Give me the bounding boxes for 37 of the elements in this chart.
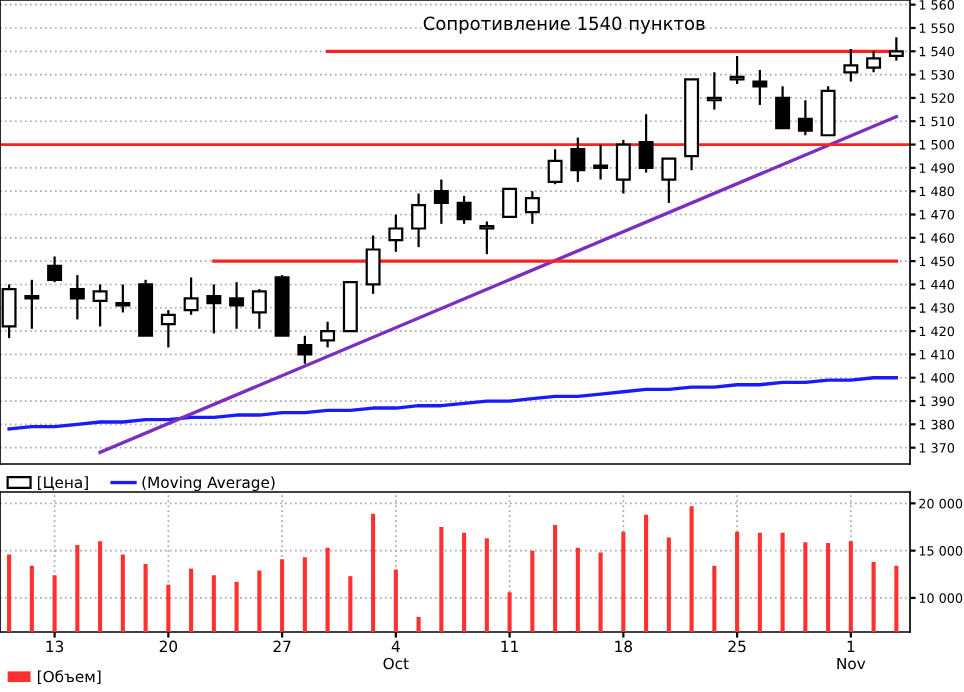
candlestick (69, 274, 85, 321)
candlestick (206, 283, 222, 335)
candlestick (320, 320, 336, 349)
annotation: Сопротивление 1540 пунктов (423, 16, 705, 34)
line-series (7, 376, 899, 431)
candlestick (547, 148, 563, 186)
candlestick (729, 54, 745, 86)
candlestick (570, 136, 586, 183)
candlestick (820, 85, 836, 137)
candlestick (297, 334, 313, 365)
candlestick (24, 278, 40, 330)
candlestick (433, 178, 449, 225)
candlestick (47, 255, 63, 284)
candlestick (502, 187, 518, 218)
candlestick (365, 234, 381, 295)
candlestick (593, 143, 609, 181)
candlestick (251, 288, 267, 330)
candlestick (615, 138, 631, 195)
candlestick (888, 36, 904, 62)
candlestick (160, 309, 176, 349)
candlestick (524, 190, 540, 225)
candlestick (183, 276, 199, 316)
candlestick (661, 157, 677, 204)
candlestick (638, 113, 654, 174)
candlestick (388, 213, 404, 253)
candlestick (797, 99, 813, 137)
candlestick (456, 194, 472, 225)
candlestick (92, 283, 108, 328)
candlestick (752, 68, 768, 107)
candlestick (115, 283, 131, 314)
candlestick (843, 47, 859, 83)
candlestick (706, 71, 722, 111)
candlestick (479, 220, 495, 256)
candlestick (229, 281, 245, 330)
candlestick (411, 192, 427, 249)
candlestick (866, 50, 882, 74)
candlestick (775, 85, 791, 130)
